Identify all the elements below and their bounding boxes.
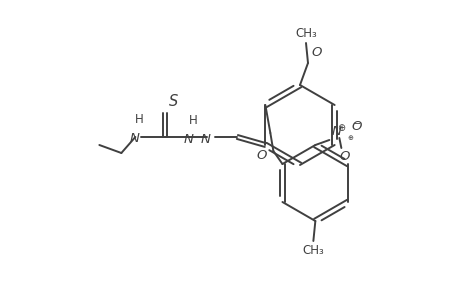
Text: ⊕: ⊕ — [347, 135, 353, 141]
Text: O: O — [256, 148, 266, 161]
Text: O: O — [351, 119, 361, 133]
Text: S: S — [169, 94, 178, 109]
Text: O: O — [310, 46, 321, 59]
Text: CH₃: CH₃ — [295, 27, 316, 40]
Text: −: − — [353, 119, 361, 129]
Text: CH₃: CH₃ — [302, 244, 324, 257]
Text: N: N — [183, 133, 193, 146]
Text: ⊕: ⊕ — [336, 123, 345, 133]
Text: H: H — [189, 114, 197, 127]
Text: N: N — [200, 133, 210, 146]
Text: O: O — [339, 150, 349, 163]
Text: N: N — [129, 131, 139, 145]
Text: N: N — [330, 125, 341, 138]
Text: H: H — [134, 113, 143, 126]
